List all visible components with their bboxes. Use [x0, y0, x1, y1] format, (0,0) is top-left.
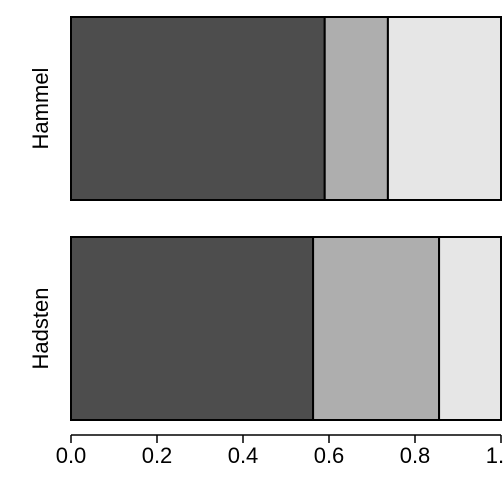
y-tick-label: Hadsten [28, 288, 53, 370]
x-tick-label: 0.6 [314, 443, 345, 468]
y-tick-label: Hammel [28, 68, 53, 150]
x-tick-label: 0.8 [400, 443, 431, 468]
bar-segment [386, 16, 502, 201]
bar-segment [70, 16, 326, 201]
x-tick-label: 0.4 [228, 443, 259, 468]
bar-segment [323, 16, 389, 201]
bar-segment [438, 236, 502, 421]
x-tick-label: 0.0 [56, 443, 87, 468]
bar-segment [70, 236, 315, 421]
x-tick-label: 0.2 [142, 443, 173, 468]
bar-segment [312, 236, 441, 421]
x-tick-label: 1.0 [486, 443, 504, 468]
